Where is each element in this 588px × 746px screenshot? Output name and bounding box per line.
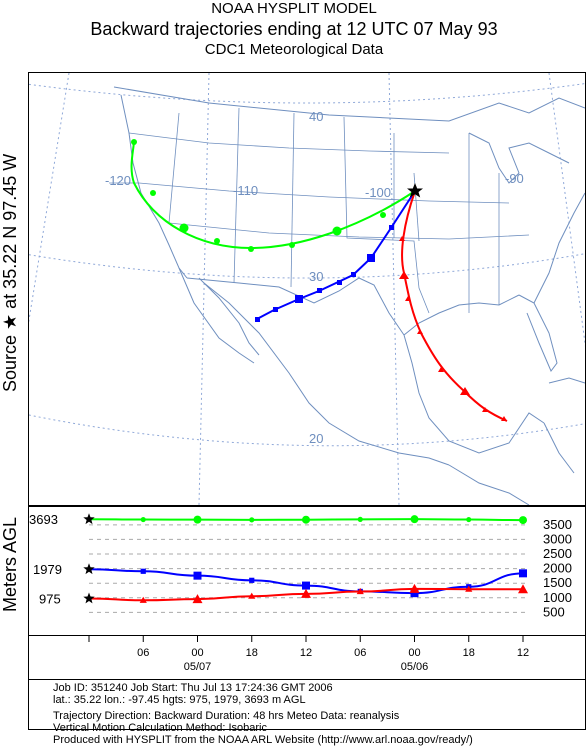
map-boundaries: [113, 86, 585, 505]
job-id-line: Job ID: 351240 Job Start: Thu Jul 13 17:…: [53, 682, 333, 694]
time-tick-label: 00: [191, 647, 203, 659]
height-tick-label: 500: [543, 604, 565, 619]
profile-point-square: [410, 589, 419, 598]
trajectory-map: 40 30 20 -120 -110 -100 -90: [28, 72, 586, 506]
data-source-title: CDC1 Meteorological Data: [204, 41, 384, 58]
source-location-label: Source ★ at 35.22 N 97.45 W: [0, 153, 20, 392]
map-svg: 40 30 20 -120 -110 -100 -90: [29, 73, 585, 505]
start-height-label: 3693: [29, 512, 58, 527]
profile-point-triangle: [409, 583, 420, 593]
produced-with-line: Produced with HYSPLIT from the NOAA ARL …: [53, 734, 473, 746]
time-tick-label: 06: [354, 647, 366, 659]
date-label: 05/06: [401, 661, 429, 673]
longitude-grid: [29, 73, 585, 505]
lat-label-30: 30: [309, 269, 323, 284]
profile-point-circle: [302, 515, 310, 524]
lat-label-40: 40: [309, 109, 323, 124]
star-icon: [83, 563, 95, 575]
height-tick-label: 1500: [543, 575, 572, 590]
green-trajectory-path: [130, 141, 416, 250]
lon-label-100: -100: [365, 185, 391, 200]
location-line: lat.: 35.22 lon.: -97.45 hgts: 975, 1979…: [53, 694, 306, 706]
profile-point-square: [140, 568, 146, 574]
profile-point-circle: [519, 516, 527, 525]
time-tick-label: 12: [517, 647, 529, 659]
state-borders: [109, 107, 530, 314]
lat-label-20: 20: [309, 431, 323, 446]
profile-point-triangle: [465, 585, 473, 592]
time-tick-label: 12: [300, 647, 312, 659]
time-axis: 06 00 18 12 06 00 18 12 05/07 05/06: [28, 636, 586, 680]
profile-point-square: [249, 577, 255, 583]
height-tick-label: 1000: [543, 590, 572, 605]
latitude-grid: [29, 83, 585, 447]
blue-trajectory-markers: [255, 225, 394, 322]
profile-point-circle: [249, 517, 255, 523]
profile-point-triangle: [356, 587, 364, 595]
start-height-label: 975: [39, 592, 61, 607]
profile-point-triangle: [518, 584, 528, 594]
height-tick-label: 3500: [543, 517, 572, 532]
job-info: Job ID: 351240 Job Start: Thu Jul 13 17:…: [28, 680, 586, 746]
model-title: NOAA HYSPLIT MODEL: [211, 0, 377, 17]
start-height-label: 1979: [33, 562, 62, 577]
height-tick-label: 2000: [543, 561, 572, 576]
lon-label-110: -110: [233, 183, 258, 198]
meters-agl-label: Meters AGL: [0, 516, 20, 612]
height-tick-label: 3000: [543, 531, 572, 546]
profile-point-square: [302, 581, 310, 590]
star-icon: [83, 513, 95, 525]
time-tick-label: 00: [408, 647, 420, 659]
star-icon: [83, 592, 95, 604]
time-axis-svg: 06 00 18 12 06 00 18 12 05/07 05/06: [88, 636, 529, 673]
green-trajectory-markers: [131, 139, 386, 252]
date-label: 05/07: [184, 661, 212, 673]
vertical-motion-line: Vertical Motion Calculation Method: Isob…: [53, 722, 267, 734]
time-tick-label: 18: [463, 647, 475, 659]
profile-point-triangle: [192, 594, 203, 604]
profile-point-triangle: [139, 596, 147, 603]
profile-point-circle: [140, 516, 146, 523]
trajectory-title: Backward trajectories ending at 12 UTC 0…: [90, 19, 498, 39]
profile-point-square: [519, 569, 527, 578]
star-icon: [407, 183, 423, 198]
time-tick-label: 06: [137, 647, 149, 659]
time-tick-label: 18: [246, 647, 258, 659]
red-trajectory-markers: [399, 236, 507, 421]
height-tick-label: 2500: [543, 546, 572, 561]
trajectory-direction-line: Trajectory Direction: Backward Duration:…: [53, 710, 400, 722]
profile-point-circle: [466, 516, 472, 523]
profile-point-triangle: [301, 588, 311, 598]
profile-point-square: [193, 571, 202, 580]
lon-label-90: -90: [505, 171, 524, 186]
graticule-labels: 40 30 20 -120 -110 -100 -90: [105, 109, 524, 446]
lon-label-120: -120: [105, 173, 131, 188]
vertical-profile-chart: 3500 3000 2500 2000 1500 1000 500 3693 1979 975: [28, 506, 586, 636]
profile-point-triangle: [248, 592, 256, 599]
blue-trajectory-path: [256, 190, 416, 320]
profile-point-circle: [193, 515, 202, 524]
profile-point-circle: [410, 515, 419, 524]
profile-point-circle: [357, 516, 363, 522]
